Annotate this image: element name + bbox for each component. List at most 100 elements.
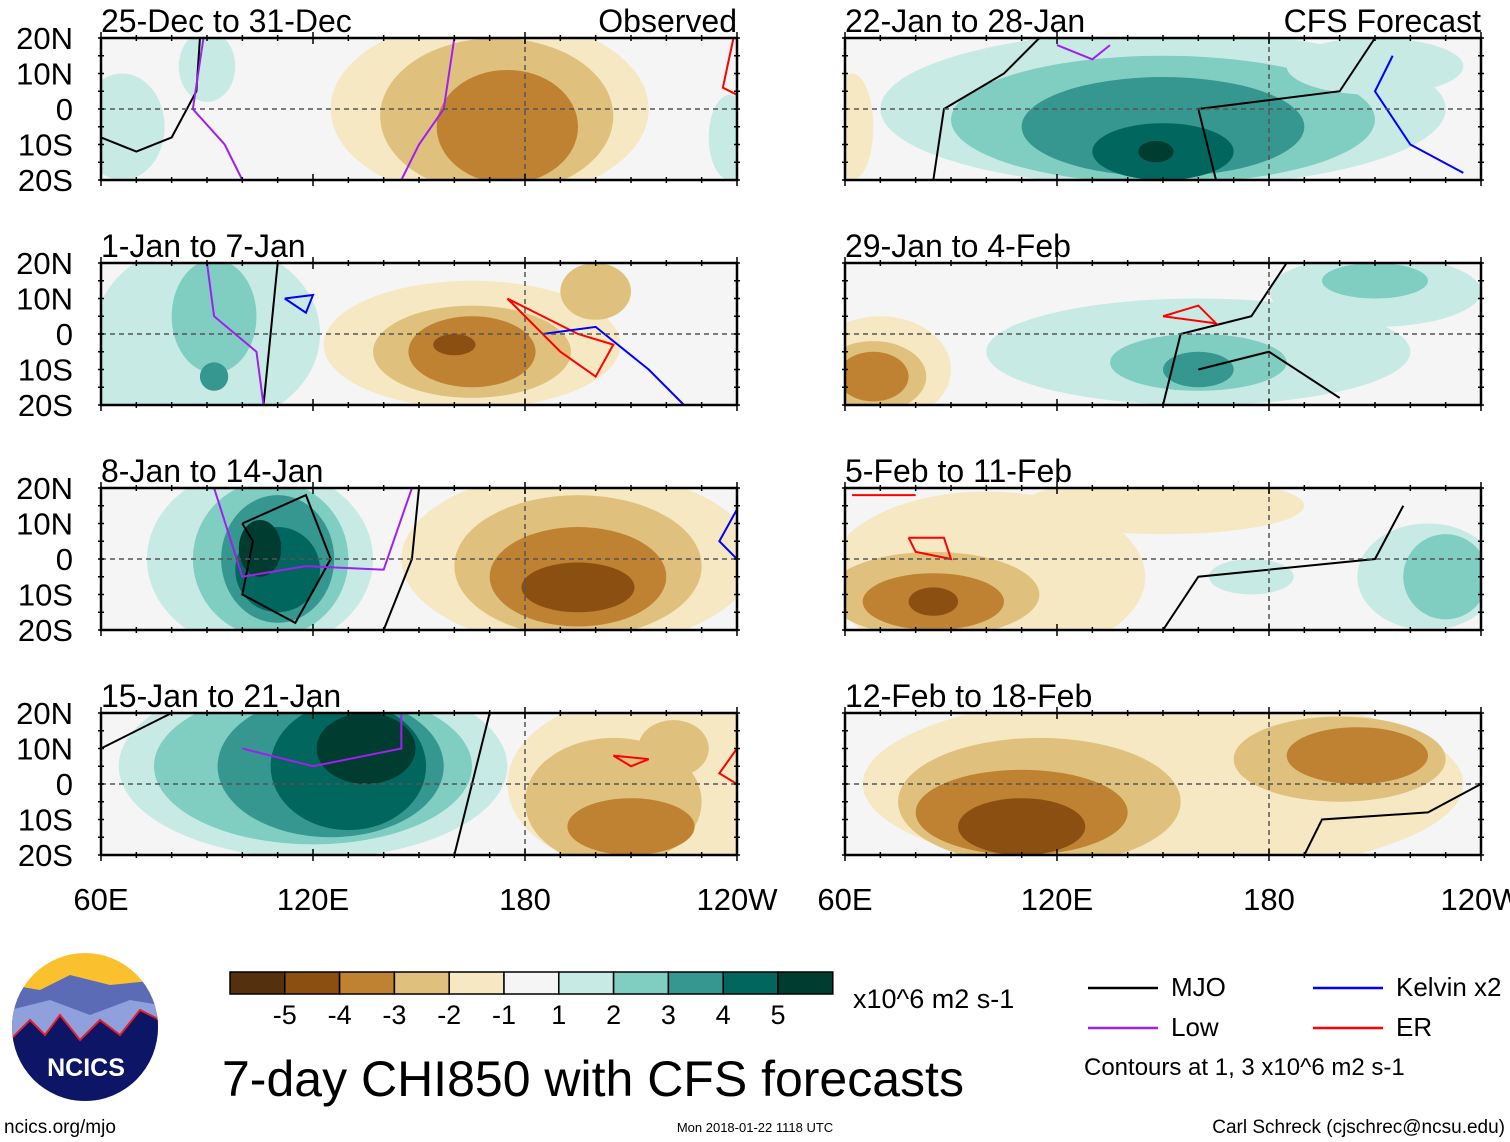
lat-label: 10S <box>18 353 73 388</box>
colorbar-label: -3 <box>382 1000 406 1030</box>
colorbar-swatch <box>284 971 341 995</box>
anomaly-region <box>1322 263 1428 299</box>
mjo-contour <box>1162 505 1405 630</box>
legend-label: Low <box>1171 1012 1219 1042</box>
footer-url[interactable]: ncics.org/mjo <box>4 1117 116 1138</box>
anomaly-region <box>958 798 1086 855</box>
colorbar-swatch <box>558 971 615 995</box>
lat-label: 20N <box>16 246 73 281</box>
lat-label: 0 <box>56 542 73 577</box>
lat-label: 10N <box>16 57 73 92</box>
lon-label: 120W <box>1441 882 1510 917</box>
anomaly-region <box>845 351 909 402</box>
lat-label: 20N <box>16 696 73 731</box>
map-panel: 12-Feb to 18-Feb 60E 120E 180 120W <box>817 678 1510 917</box>
anomaly-region <box>1138 140 1174 163</box>
mjo-contour <box>1197 38 1376 180</box>
map-panel: 5-Feb to 11-Feb <box>842 453 1484 636</box>
lon-label: 60E <box>73 882 128 917</box>
anomaly-layer <box>101 38 737 180</box>
lat-label: 10S <box>18 803 73 838</box>
mjo-contour <box>1303 783 1481 855</box>
colorbar-swatch <box>393 971 450 995</box>
anomaly-region <box>178 38 236 102</box>
mjo-contour <box>241 493 332 625</box>
panel-title: 8-Jan to 14-Jan <box>101 453 323 489</box>
mjo-contour <box>101 713 173 750</box>
anomaly-region <box>436 69 578 180</box>
mjo-contour <box>932 38 1041 180</box>
er-contour <box>612 754 650 768</box>
colorbar-label: 5 <box>770 1000 785 1030</box>
lat-label: 0 <box>56 317 73 352</box>
map-panel: 22-Jan to 28-Jan CFS Forecast <box>842 3 1484 186</box>
lat-label: 20S <box>18 613 73 648</box>
anomaly-region <box>1286 727 1429 784</box>
anomaly-region <box>101 358 140 405</box>
lat-label: 20S <box>18 388 73 423</box>
colorbar: -5 -4 -3 -2 -1 1 2 3 4 5 <box>229 971 834 1030</box>
lon-label: 120E <box>1021 882 1093 917</box>
mjo-contour <box>1162 263 1288 405</box>
anomaly-region <box>560 263 632 320</box>
units-label: x10^6 m2 s-1 <box>853 984 1014 1014</box>
map-panel: 29-Jan to 4-Feb <box>842 228 1484 411</box>
er-contour <box>1162 304 1219 325</box>
colorbar-swatch <box>229 971 286 995</box>
anomaly-region <box>433 334 476 356</box>
er-contour <box>907 536 953 561</box>
ncics-logo: NCICS <box>12 953 158 1101</box>
mjo-contour <box>1198 350 1341 399</box>
lat-label: 20N <box>16 21 73 56</box>
low-contour <box>400 38 456 180</box>
lat-label: 10S <box>18 128 73 163</box>
anomaly-region <box>1163 351 1234 388</box>
er-contour <box>717 747 737 785</box>
colorbar-label: 3 <box>661 1000 676 1030</box>
panel-title: 22-Jan to 28-Jan <box>845 3 1085 39</box>
legend-note: Contours at 1, 3 x10^6 m2 s-1 <box>1084 1054 1405 1081</box>
panel-tag: CFS Forecast <box>1284 3 1481 39</box>
kelvin-contour <box>1373 55 1464 174</box>
colorbar-swatch <box>667 971 724 995</box>
legend: MJO Kelvin x2 Low ER <box>1088 972 1502 1042</box>
colorbar-swatch <box>503 971 560 995</box>
anomaly-layer <box>845 488 1481 630</box>
lon-label: 60E <box>817 882 872 917</box>
kelvin-contour <box>718 508 737 560</box>
legend-label: Kelvin x2 <box>1396 972 1502 1002</box>
mjo-contour <box>262 263 279 405</box>
colorbar-swatch <box>722 971 779 995</box>
footer-author: Carl Schreck (cjschrec@ncsu.edu) <box>1212 1117 1505 1138</box>
colorbar-swatch <box>777 971 834 995</box>
lon-label: 180 <box>1243 882 1295 917</box>
footer-timestamp: Mon 2018-01-22 1118 UTC <box>677 1120 833 1135</box>
panel-title: 12-Feb to 18-Feb <box>845 678 1092 714</box>
colorbar-label: -1 <box>492 1000 516 1030</box>
colorbar-swatch <box>448 971 505 995</box>
legend-label: MJO <box>1171 972 1226 1002</box>
colorbar-label: 4 <box>716 1000 731 1030</box>
lat-label: 0 <box>56 92 73 127</box>
low-contour <box>242 713 403 768</box>
lat-label: 20S <box>18 838 73 873</box>
anomaly-region <box>171 263 257 374</box>
colorbar-swatch <box>338 971 396 995</box>
anomaly-region <box>567 798 695 855</box>
lat-label: 10N <box>16 732 73 767</box>
anomaly-region <box>845 73 874 180</box>
lat-label: 10N <box>16 282 73 317</box>
panel-tag: Observed <box>598 3 737 39</box>
kelvin-contour <box>542 325 685 405</box>
panel-title: 1-Jan to 7-Jan <box>101 228 306 264</box>
colorbar-label: -4 <box>328 1000 352 1030</box>
anomaly-region <box>708 94 737 180</box>
panel-title: 15-Jan to 21-Jan <box>101 678 341 714</box>
colorbar-label: 1 <box>551 1000 566 1030</box>
lon-label: 120W <box>697 882 779 917</box>
lat-label: 20N <box>16 471 73 506</box>
anomaly-region <box>638 720 709 777</box>
